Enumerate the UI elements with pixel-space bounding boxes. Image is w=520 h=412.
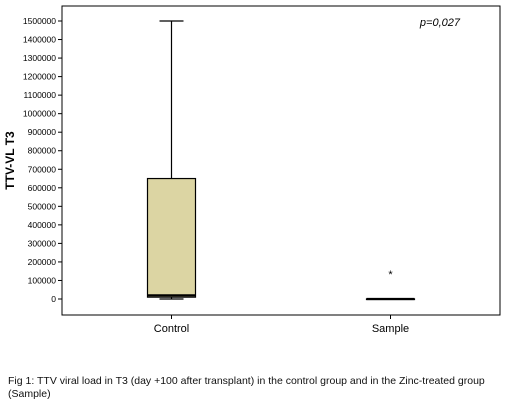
y-tick-label: 1400000 [23,35,56,45]
box-iqr [146,177,197,298]
y-tick-label: 1500000 [23,16,56,26]
y-tick-label: 0 [51,294,56,304]
x-tick-label: Sample [372,323,409,335]
outlier-marker: * [388,269,393,281]
plot-frame [61,5,501,316]
y-axis-label: TTV-VL T3 [3,131,17,190]
y-tick-label: 600000 [28,183,57,193]
y-tick-label: 800000 [28,146,57,156]
y-tick-label: 900000 [28,127,57,137]
y-tick-label: 1100000 [24,90,57,100]
y-axis: 0 100000 200000 300000 400000 500000 600000 700… [23,16,62,304]
y-tick-label: 1300000 [23,53,56,63]
x-axis: Control Sample [154,315,409,335]
boxes-layer: * [146,20,416,301]
y-tick-label: 400000 [28,220,57,230]
y-tick-label: 1200000 [23,72,56,82]
y-tick-label: 1000000 [23,109,56,119]
y-tick-label: 300000 [28,238,57,248]
p-value-annotation: p=0,027 [419,17,461,29]
y-tick-label: 500000 [28,201,57,211]
y-tick-label: 700000 [28,164,57,174]
y-tick-label: 100000 [28,275,57,285]
x-tick-label: Control [154,323,189,335]
y-tick-label: 200000 [28,257,57,267]
figure-caption: Fig 1: TTV viral load in T3 (day +100 af… [8,375,485,400]
